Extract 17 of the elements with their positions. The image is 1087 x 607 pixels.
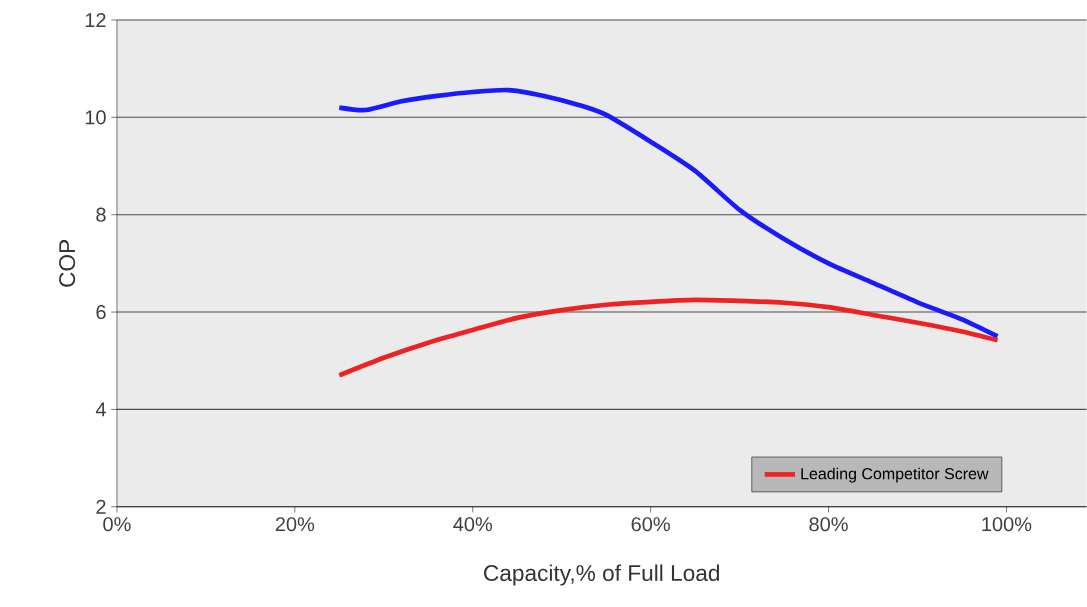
x-tick-label: 60%	[631, 517, 670, 532]
line-series	[336, 297, 1000, 378]
x-tick-label: 100%	[982, 517, 1032, 532]
y-tick-label: 2	[96, 499, 106, 514]
x-tick-label: 0%	[103, 517, 131, 532]
y-tick-label: 10	[85, 110, 106, 125]
y-axis-title: COP	[59, 240, 76, 287]
x-tick-label: 80%	[809, 517, 848, 532]
y-tick-label: 12	[85, 13, 106, 28]
y-tick-label: 8	[96, 207, 106, 222]
x-tick-label: 40%	[453, 517, 493, 532]
x-axis-title: Capacity,% of Full Load	[484, 564, 720, 586]
y-tick-label: 4	[95, 402, 106, 417]
line-series	[336, 87, 1000, 339]
legend-label: Leading Competitor Screw	[801, 467, 989, 483]
y-tick-label: 6	[96, 305, 106, 320]
x-tick-label: 20%	[275, 517, 315, 532]
